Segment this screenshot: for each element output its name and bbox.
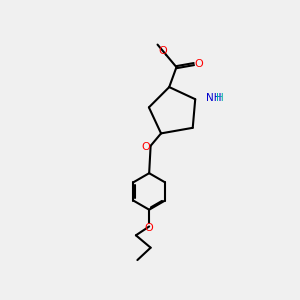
Text: O: O bbox=[145, 223, 154, 233]
Text: NH: NH bbox=[206, 93, 221, 103]
Text: H: H bbox=[216, 93, 224, 103]
Text: O: O bbox=[159, 46, 167, 56]
Text: O: O bbox=[195, 59, 203, 69]
Text: O: O bbox=[141, 142, 150, 152]
